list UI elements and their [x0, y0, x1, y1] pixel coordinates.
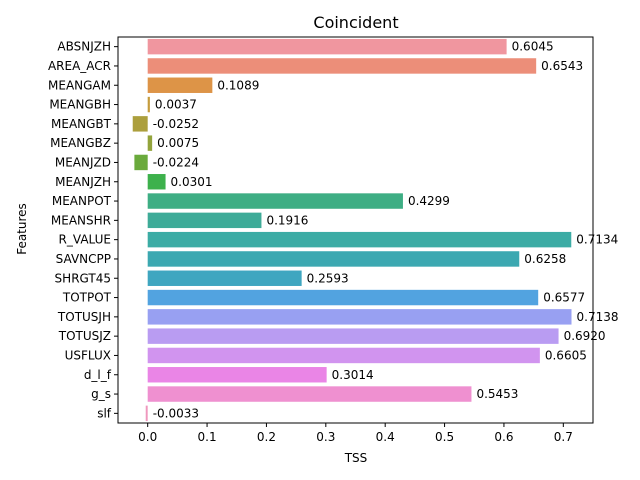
bar-totusjh: [147, 309, 572, 325]
plot-frame: [117, 36, 594, 424]
value-label: -0.0033: [153, 406, 199, 420]
bar-g-s: [147, 386, 472, 402]
bar-slf: [145, 405, 148, 422]
x-tick-label: 0.5: [435, 430, 454, 444]
value-label: 0.0301: [171, 175, 213, 189]
x-axis-label: TSS: [344, 451, 368, 465]
y-tick-label: TOTUSJH: [57, 310, 111, 324]
bar-shrgt45: [147, 270, 302, 286]
value-label: 0.6605: [545, 348, 587, 362]
value-label: 0.1916: [266, 213, 308, 227]
bar-meanjzd: [134, 154, 148, 171]
value-label: 0.4299: [408, 194, 450, 208]
bar-usflux: [147, 347, 540, 364]
y-tick-label: AREA_ACR: [48, 59, 111, 73]
y-tick-label: MEANGBT: [51, 117, 112, 131]
value-label: 0.0075: [157, 136, 199, 150]
value-label: 0.6577: [543, 291, 585, 305]
y-tick-label: SAVNCPP: [56, 252, 111, 266]
y-tick-label: MEANJZH: [55, 175, 111, 189]
value-label: 0.1089: [217, 78, 259, 92]
bar-absnjzh: [147, 38, 507, 55]
y-tick-label: slf: [97, 406, 112, 420]
y-tick-label: ABSNJZH: [57, 40, 111, 54]
bar-totusjz: [147, 328, 559, 344]
y-tick-label: MEANSHR: [51, 213, 111, 227]
bar-totpot: [147, 289, 539, 306]
y-tick-label: MEANGBZ: [50, 136, 111, 150]
bar-d-l-f: [147, 367, 327, 383]
x-tick-label: 0.2: [257, 430, 276, 444]
x-tick-label: 0.0: [138, 430, 157, 444]
value-label: 0.5453: [476, 387, 518, 401]
value-label: 0.7138: [577, 310, 619, 324]
x-tick-label: 0.1: [198, 430, 217, 444]
y-tick-label: g_s: [91, 387, 111, 401]
y-tick-label: d_l_f: [84, 368, 112, 382]
value-label: 0.6045: [512, 40, 554, 54]
y-tick-label: USFLUX: [65, 348, 111, 362]
value-label: 0.6543: [541, 59, 583, 73]
bar-meanshr: [147, 212, 262, 229]
value-label: 0.7134: [576, 233, 618, 247]
value-label: 0.0037: [155, 98, 197, 112]
bar-area-acr: [147, 58, 537, 74]
y-tick-label: MEANJZD: [55, 155, 111, 169]
x-tick-label: 0.7: [554, 430, 573, 444]
bar-r-value: [147, 231, 572, 248]
y-tick-label: MEANGBH: [49, 98, 111, 112]
x-tick-label: 0.3: [316, 430, 335, 444]
value-label: -0.0224: [153, 155, 199, 169]
y-tick-label: R_VALUE: [59, 233, 111, 247]
value-label: 0.3014: [332, 368, 374, 382]
x-tick-label: 0.6: [494, 430, 513, 444]
value-label: -0.0252: [153, 117, 199, 131]
y-tick-label: TOTUSJZ: [58, 329, 111, 343]
bar-meangbt: [132, 116, 148, 132]
bar-savncpp: [147, 251, 520, 267]
y-tick-label: TOTPOT: [62, 291, 112, 305]
bar-meangam: [147, 77, 213, 93]
chart-title: Coincident: [313, 13, 398, 32]
bar-meangbz: [147, 135, 153, 151]
y-tick-label: MEANPOT: [52, 194, 112, 208]
value-label: 0.6258: [524, 252, 566, 266]
bar-meanjzh: [147, 174, 166, 190]
value-label: 0.6920: [564, 329, 606, 343]
y-tick-label: MEANGAM: [48, 78, 111, 92]
bar-meangbh: [147, 96, 150, 113]
x-tick-label: 0.4: [376, 430, 395, 444]
bar-meanpot: [147, 193, 403, 209]
y-axis-label: Features: [15, 203, 29, 255]
y-tick-label: SHRGT45: [55, 271, 111, 285]
value-label: 0.2593: [307, 271, 349, 285]
